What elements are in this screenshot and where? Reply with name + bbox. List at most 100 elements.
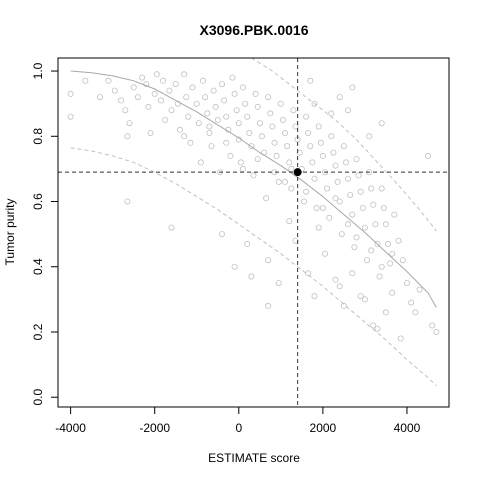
data-point [330,149,337,156]
data-point [237,159,244,166]
data-point [319,152,326,159]
data-point [351,244,358,251]
data-point [319,204,326,211]
data-point [389,250,396,257]
data-point [252,90,259,97]
data-point [223,139,230,146]
data-point [433,328,440,335]
data-point [326,214,333,221]
data-point [416,286,423,293]
data-point [208,143,215,150]
data-point [265,302,272,309]
data-point [176,126,183,133]
data-point [361,296,368,303]
data-point [359,204,366,211]
data-point [67,90,74,97]
data-point [412,309,419,316]
data-point [389,289,396,296]
y-tick-label: 0.4 [31,258,45,275]
data-point [265,94,272,101]
data-point [162,117,169,124]
x-tick-label: -2000 [139,421,170,435]
data-point [147,129,154,136]
data-point [231,90,238,97]
y-tick-label: 0.2 [31,323,45,340]
data-point [244,113,251,120]
data-point [374,325,381,332]
data-point [233,107,240,114]
data-point [160,77,167,84]
data-point [286,159,293,166]
data-point [189,84,196,91]
data-point [332,195,339,202]
data-point [378,185,385,192]
data-point [157,97,164,104]
data-point [311,100,318,107]
data-point [151,90,158,97]
data-point [258,133,265,140]
data-point [139,74,146,81]
data-point [357,293,364,300]
data-point [275,178,282,185]
data-point [336,283,343,290]
data-point [246,129,253,136]
data-point [296,149,303,156]
x-tick-label: 0 [235,421,242,435]
y-axis-label: Tumor purity [3,199,17,266]
data-point [303,113,310,120]
data-point [376,273,383,280]
data-point [403,280,410,287]
data-point [328,133,335,140]
data-point [288,165,295,172]
data-point [239,165,246,172]
data-point [277,100,284,107]
data-point [309,159,316,166]
data-point [353,156,360,163]
data-point [342,159,349,166]
data-point [126,120,133,127]
data-point [229,74,236,81]
data-point [221,97,228,104]
data-point [204,110,211,117]
x-tick-label: 2000 [310,421,337,435]
data-point [332,276,339,283]
data-point [321,250,328,257]
data-point [366,133,373,140]
data-point [279,117,286,124]
data-point [349,270,356,277]
data-point [353,234,360,241]
data-point [212,103,219,110]
data-point [324,185,331,192]
data-point [153,71,160,78]
data-point [347,191,354,198]
data-point [111,87,118,94]
upper-interval-line [251,57,437,232]
data-point [382,309,389,316]
x-axis-label: ESTIMATE score [208,451,300,465]
data-point [391,211,398,218]
data-point [254,156,261,163]
data-point [67,113,74,120]
data-point [250,172,257,179]
data-point [267,110,274,117]
data-point [185,113,192,120]
data-point [265,257,272,264]
data-point [311,175,318,182]
data-point [286,218,293,225]
data-point [382,221,389,228]
y-tick-label: 0.6 [31,193,45,210]
data-point [334,178,341,185]
data-point [239,84,246,91]
data-point [345,175,352,182]
plot-frame [57,57,450,408]
data-point [315,224,322,231]
data-point [363,257,370,264]
data-point [345,107,352,114]
data-point [145,103,152,110]
data-point [317,139,324,146]
data-point [368,185,375,192]
data-point [357,188,364,195]
lower-interval-line [70,147,437,387]
data-point [248,273,255,280]
